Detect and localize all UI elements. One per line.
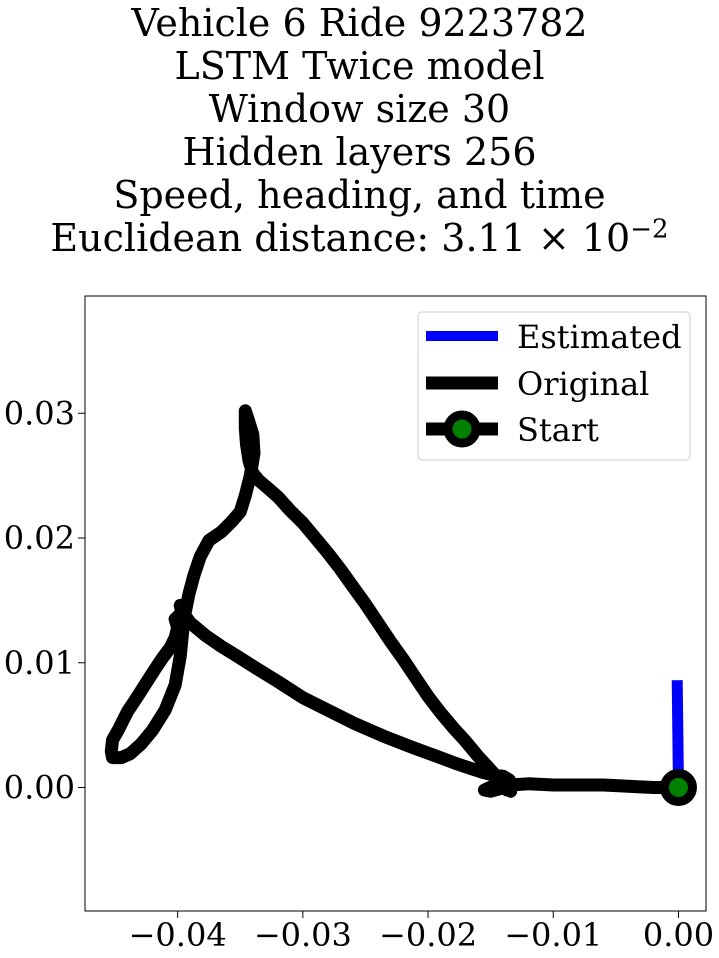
series-layer — [104, 404, 697, 807]
original-series-line — [104, 404, 685, 798]
title-line-window: Window size 30 — [208, 87, 511, 131]
ticks-layer: −0.04 −0.03 −0.02 −0.01 0.00 0.00 0.01 0.02 0.03 — [4, 394, 714, 954]
chart-title: Vehicle 6 Ride 9223782 LSTM Twice model … — [0, 2, 719, 260]
legend-label-estimated: Estimated — [517, 318, 682, 356]
x-tick-label: −0.02 — [379, 916, 477, 954]
legend: Estimated Original Start — [417, 311, 691, 461]
x-tick-label: −0.04 — [129, 916, 227, 954]
legend-label-start: Start — [517, 411, 599, 449]
title-line-features: Speed, heading, and time — [113, 173, 606, 217]
y-tick-label: 0.02 — [4, 519, 75, 557]
distance-text: Euclidean distance: 3.11 × 10 — [50, 216, 631, 260]
x-tick-label: −0.01 — [504, 916, 602, 954]
title-line-model: LSTM Twice model — [174, 44, 545, 88]
x-tick-label: 0.00 — [643, 916, 714, 954]
legend-label-original: Original — [517, 365, 649, 403]
start-marker — [659, 769, 697, 807]
plot-frame — [84, 295, 707, 912]
distance-exponent: −2 — [630, 214, 669, 245]
title-line-vehicle: Vehicle 6 Ride 9223782 — [131, 1, 588, 45]
legend-swatch-start-marker — [443, 410, 481, 448]
x-tick-label: −0.03 — [254, 916, 352, 954]
y-tick-label: 0.03 — [4, 394, 75, 432]
y-tick-label: 0.01 — [4, 644, 75, 682]
title-line-distance: Euclidean distance: 3.11 × 10−2 — [0, 214, 719, 260]
y-tick-label: 0.00 — [4, 769, 75, 807]
title-line-hidden: Hidden layers 256 — [182, 130, 537, 174]
